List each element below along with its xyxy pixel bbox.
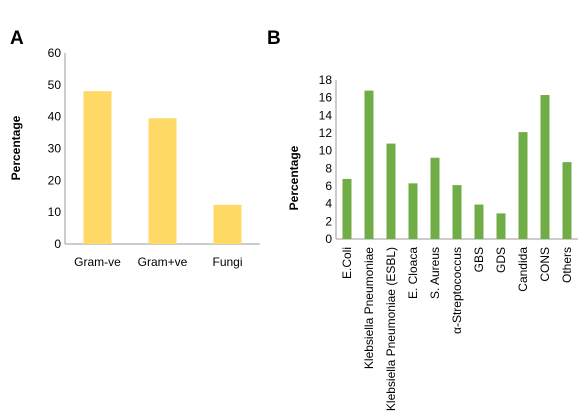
- panel-b-bar: [562, 162, 572, 239]
- panel-b-letter: B: [267, 28, 281, 49]
- panel-a-y-tick-label: 30: [48, 142, 62, 156]
- panel-a-bar: [213, 204, 242, 244]
- panel-b-bar: [408, 183, 418, 239]
- panel-b-y-tick-label: 18: [319, 73, 333, 87]
- panel-b-bar: [496, 213, 506, 239]
- panel-a-category-label: Gram-ve: [74, 255, 121, 269]
- panel-a-bar: [148, 118, 177, 244]
- panel-a-y-tick-label: 40: [48, 110, 62, 124]
- panel-b-y-tick-label: 6: [325, 179, 332, 193]
- panel-b-bar: [452, 185, 462, 239]
- panel-a-y-tick-label: 20: [48, 173, 62, 187]
- panel-b-chart: B Percentage 0 2 4 6 8 10 12 14 16 18 E.Coli Klebs…: [267, 28, 578, 411]
- panel-a-y-axis-title: Percentage: [9, 115, 23, 180]
- panel-b-category-label: S. Aureus: [428, 247, 442, 299]
- panel-a-y-tick-label: 0: [54, 237, 61, 251]
- panel-b-category-label: GDS: [494, 247, 508, 273]
- panel-b-y-tick-label: 12: [319, 126, 333, 140]
- panel-b-bar: [364, 90, 374, 239]
- panel-a-bar: [83, 91, 112, 244]
- panel-b-category-label: Klebsiella Pneumoniae: [362, 247, 376, 369]
- panel-b-y-tick-label: 10: [319, 144, 333, 158]
- panel-b-category-label: E.Coli: [340, 247, 354, 279]
- panel-a-y-tick-label: 60: [48, 46, 62, 60]
- panel-b-category-label: Klebsiella Pneumoniae (ESBL): [384, 247, 398, 411]
- panel-b-bar: [474, 204, 484, 239]
- panel-b-bar: [518, 132, 528, 239]
- panel-a-letter: A: [10, 28, 24, 49]
- panel-b-category-label: E. Cloaca: [406, 247, 420, 299]
- panel-a-chart: A Percentage 0 10 20 30 40 50 60 Gram-ve Gram+v…: [9, 28, 260, 269]
- panel-b-bar: [386, 143, 396, 239]
- panel-a-y-tick-label: 50: [48, 78, 62, 92]
- panel-b-bar: [342, 178, 352, 239]
- panel-b-y-tick-label: 2: [325, 214, 332, 228]
- panel-b-category-label: α-Streptococcus: [450, 247, 464, 334]
- panel-b-y-tick-label: 14: [319, 108, 333, 122]
- panel-b-y-tick-label: 16: [319, 91, 333, 105]
- panel-a-category-label: Gram+ve: [138, 255, 188, 269]
- panel-b-category-label: Candida: [516, 247, 530, 292]
- panel-b-category-label: CONS: [538, 247, 552, 282]
- panel-b-y-tick-label: 8: [325, 161, 332, 175]
- panel-a-category-label: Fungi: [212, 255, 242, 269]
- panel-b-y-tick-label: 0: [325, 232, 332, 246]
- panel-b-y-tick-label: 4: [325, 197, 332, 211]
- panel-b-category-label: GBS: [472, 247, 486, 272]
- panel-b-bar: [540, 95, 550, 240]
- panel-b-y-axis-title: Percentage: [287, 145, 301, 210]
- panel-b-bar: [430, 157, 440, 239]
- panel-b-category-label: Others: [560, 247, 574, 283]
- panel-a-y-tick-label: 10: [48, 205, 62, 219]
